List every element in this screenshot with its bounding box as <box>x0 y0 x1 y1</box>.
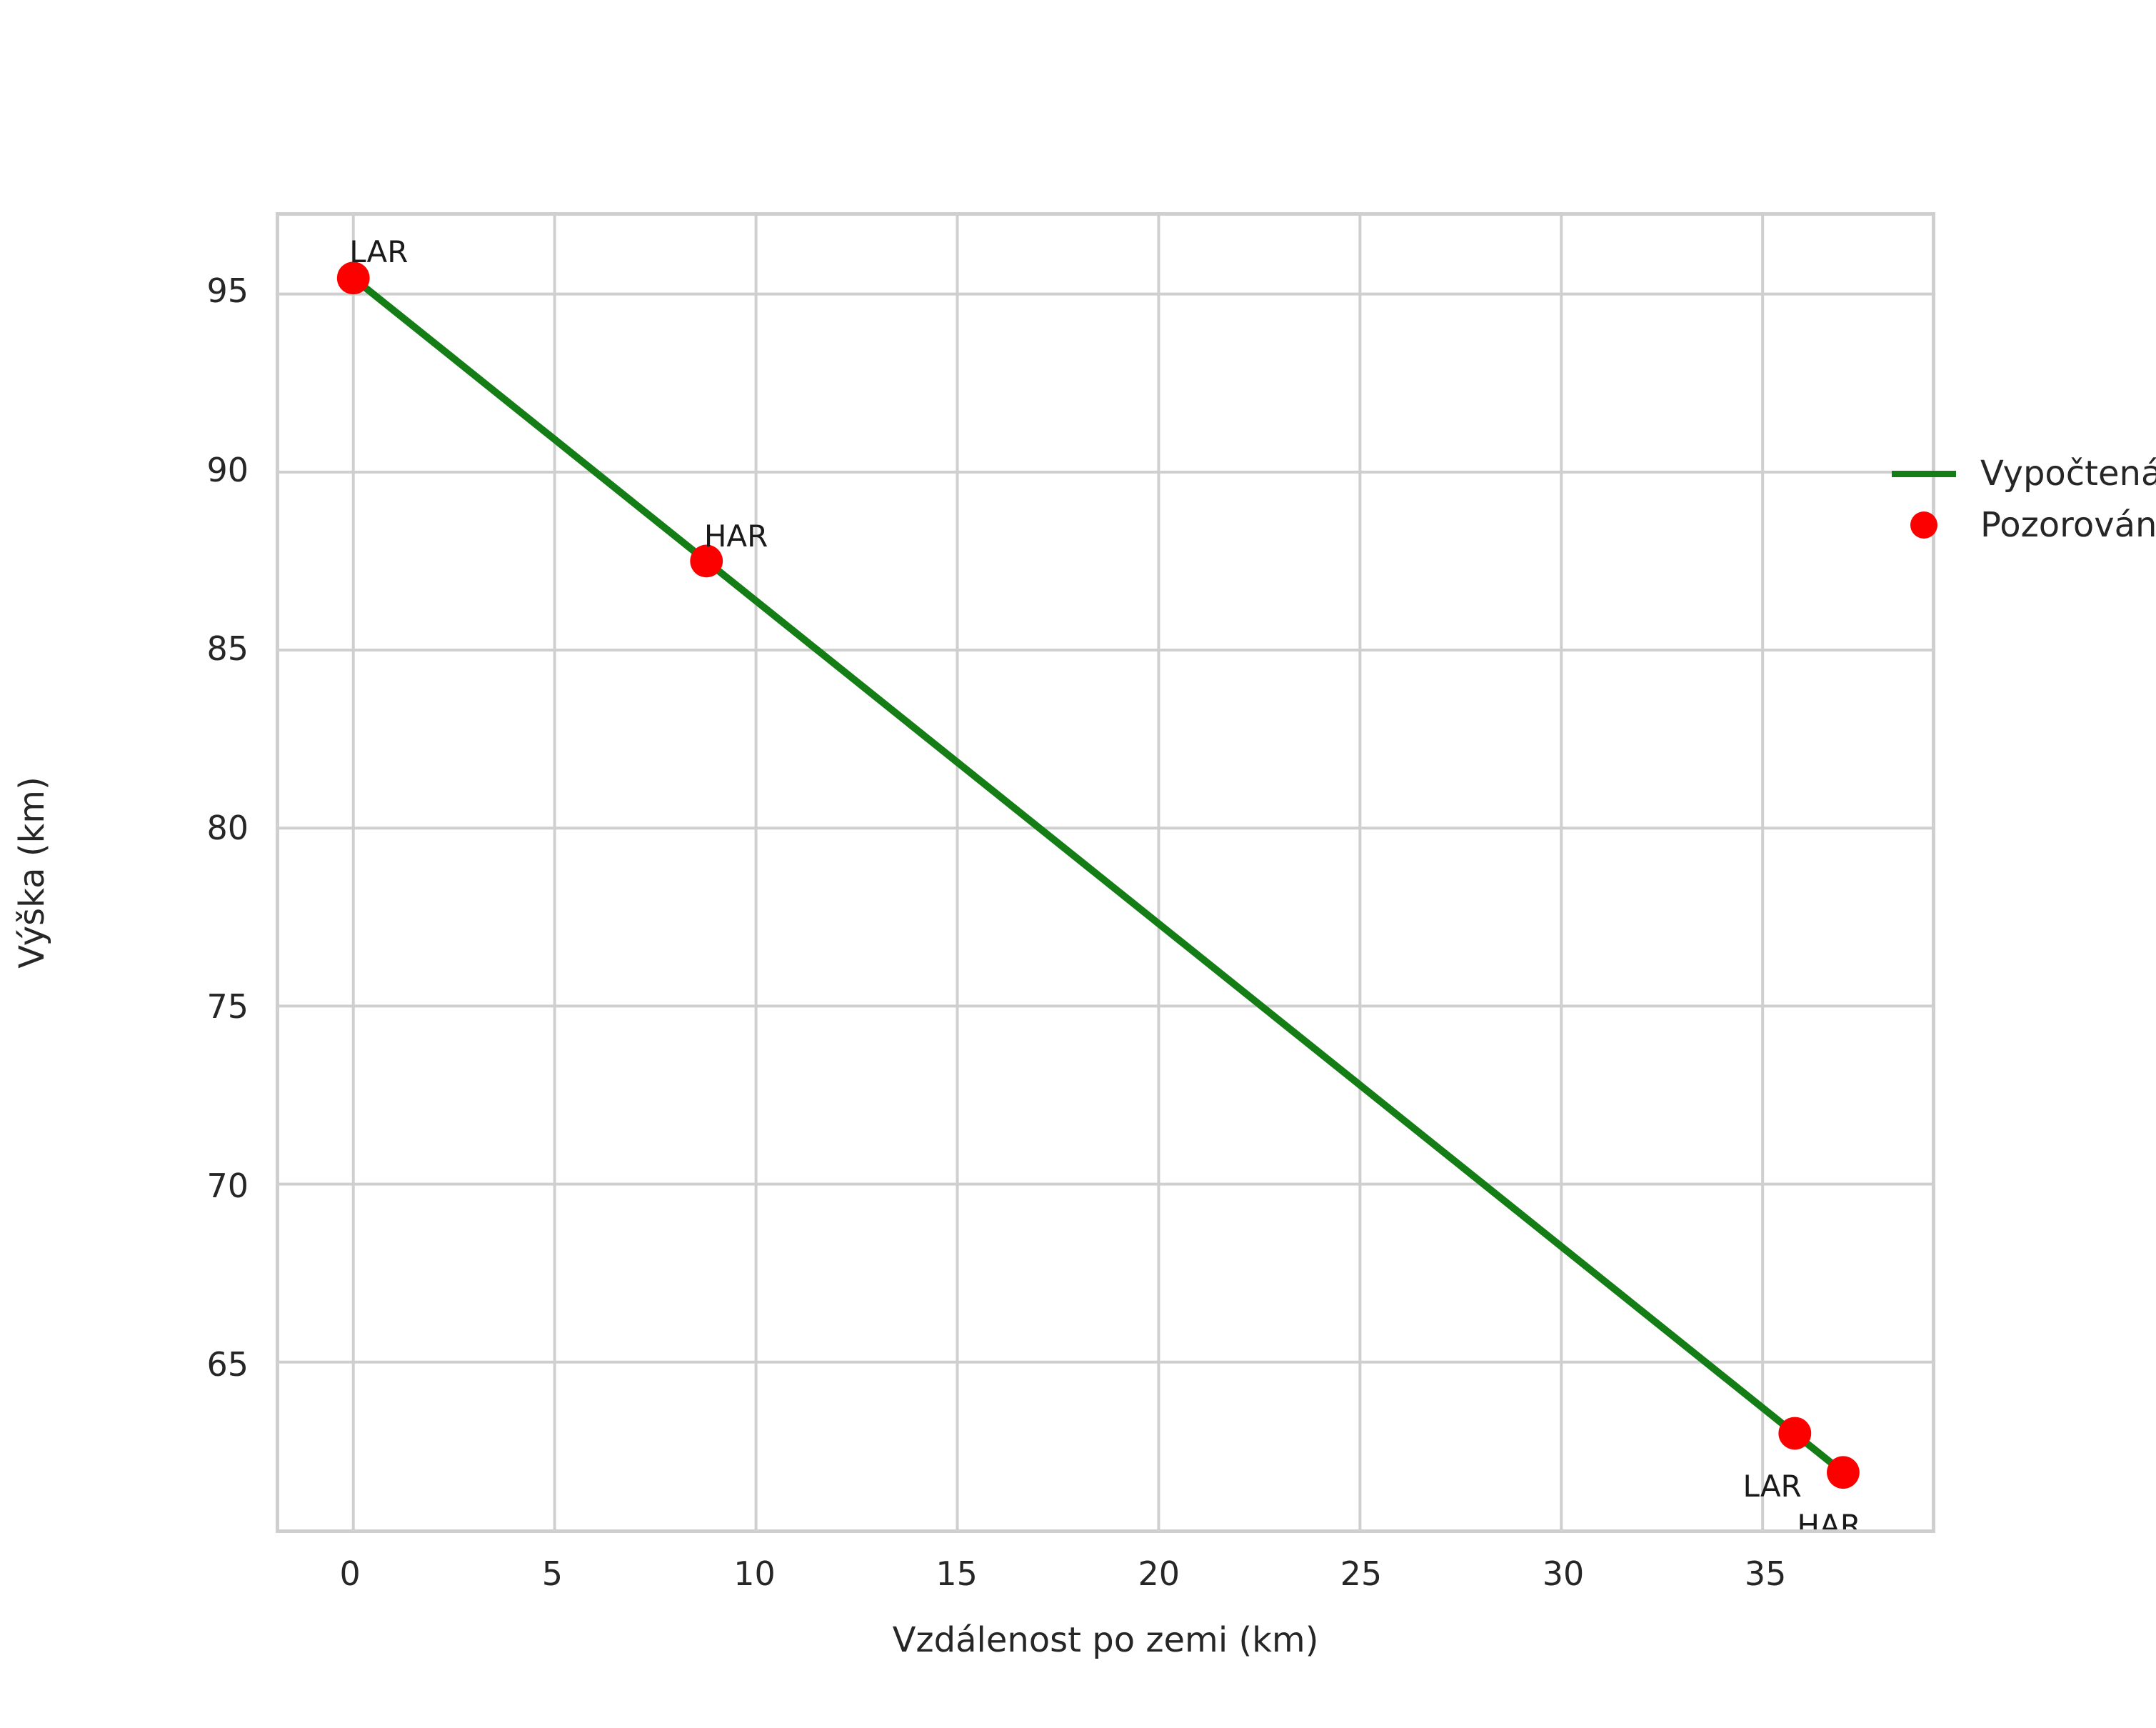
x-tick-label: 20 <box>1138 1554 1180 1593</box>
x-tick-label: 0 <box>339 1554 361 1593</box>
point-annotation-har: HAR <box>1797 1507 1861 1529</box>
line-icon <box>1877 470 1970 477</box>
legend-item-label: Vypočtená dráha <box>1980 454 2156 494</box>
y-tick-label: 65 <box>206 1345 249 1384</box>
y-axis-tick-labels: 65 70 75 80 85 90 95 <box>100 212 249 1533</box>
y-tick-label: 70 <box>206 1166 249 1205</box>
circle-icon-glyph <box>1910 511 1937 539</box>
x-axis-tick-labels: 0 5 10 15 20 25 30 35 <box>276 1554 1935 1604</box>
y-tick-label: 90 <box>206 450 249 489</box>
x-axis-label: Vzdálenost po zemi (km) <box>892 1620 1319 1660</box>
x-tick-label: 15 <box>936 1554 978 1593</box>
legend-item: Pozorování <box>1877 499 2156 551</box>
point-annotation-lar: LAR <box>349 234 408 269</box>
point-annotation-lar: LAR <box>1743 1468 1802 1504</box>
x-tick-label: 10 <box>733 1554 776 1593</box>
line-icon-glyph <box>1892 470 1956 477</box>
x-tick-label: 35 <box>1744 1554 1787 1593</box>
legend-item-label: Pozorování <box>1980 505 2156 545</box>
circle-icon <box>1877 511 1970 539</box>
x-tick-label: 5 <box>541 1554 563 1593</box>
legend-item: Vypočtená dráha <box>1877 448 2156 499</box>
point-annotations: LAR HAR LAR HAR <box>279 216 1932 1529</box>
data-series-layer <box>336 261 1860 1489</box>
x-tick-label: 25 <box>1340 1554 1383 1593</box>
y-tick-label: 85 <box>206 629 249 669</box>
y-tick-label: 95 <box>206 271 249 311</box>
x-tick-label: 30 <box>1542 1554 1585 1593</box>
plot-area: LAR HAR LAR HAR Vypočtená dráha Pozorování <box>276 212 2156 1533</box>
y-tick-label: 75 <box>206 987 249 1027</box>
point-annotation-har: HAR <box>703 519 768 554</box>
gridlines <box>279 216 1932 1529</box>
y-tick-label: 80 <box>206 808 249 847</box>
chart-legend: Vypočtená dráha Pozorování <box>1877 448 2156 551</box>
y-axis-label: Výška (km) <box>12 776 52 969</box>
